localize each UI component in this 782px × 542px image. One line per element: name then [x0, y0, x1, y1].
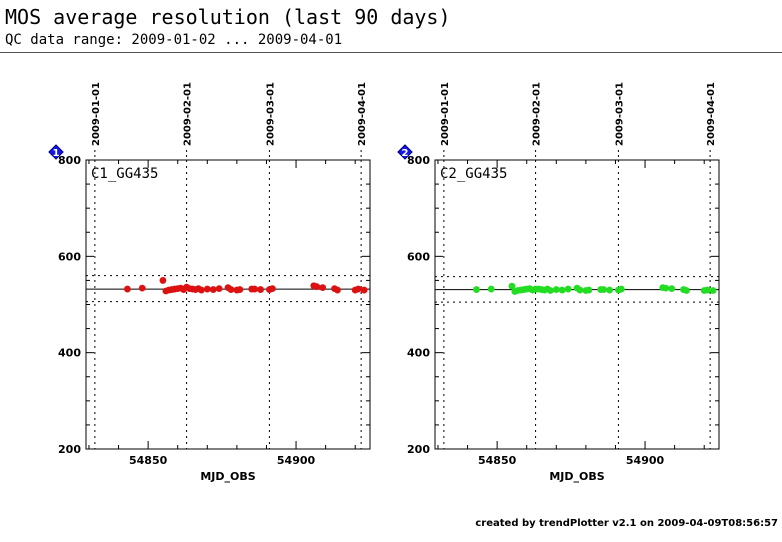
x-tick-label: 54850	[129, 454, 168, 467]
date-tick-label: 2009-02-01	[183, 82, 194, 146]
data-point	[576, 286, 584, 294]
x-axis-label: MJD_OBS	[549, 470, 604, 483]
data-point	[227, 286, 235, 293]
data-point	[268, 285, 276, 293]
date-tick-label: 2009-01-01	[91, 82, 102, 146]
data-point	[564, 285, 572, 293]
plot-frame	[85, 159, 371, 450]
data-point	[668, 285, 676, 293]
data-point	[662, 284, 670, 292]
data-point	[473, 286, 480, 293]
date-tick-label: 2009-02-01	[532, 82, 543, 146]
panel-title: C1_GG435	[91, 166, 158, 182]
panel-number-badge	[48, 144, 64, 160]
data-point	[552, 286, 560, 293]
data-point	[606, 286, 613, 294]
y-tick-label: 600	[407, 250, 430, 263]
y-tick-label: 400	[58, 347, 81, 360]
data-point	[197, 286, 205, 294]
data-point	[600, 286, 608, 293]
y-tick-label: 800	[407, 154, 430, 167]
panel-title: C2_GG435	[440, 166, 507, 182]
data-point	[585, 286, 593, 294]
chart-panel-1: 2009-01-01 2009-02-01 2009-03-01 2009-04-01…	[48, 82, 371, 483]
data-point	[360, 286, 368, 294]
data-point	[546, 287, 554, 294]
date-tick-label: 2009-01-01	[440, 82, 451, 146]
y-tick-label: 800	[58, 154, 81, 167]
y-tick-label: 400	[407, 347, 430, 360]
plot-frame	[434, 159, 720, 450]
x-tick-label: 54900	[277, 454, 316, 467]
footer-credit: created by trendPlotter v2.1 on 2009-04-…	[475, 518, 778, 529]
date-tick-label: 2009-04-01	[357, 82, 368, 146]
data-point	[215, 285, 223, 293]
header-divider	[0, 52, 782, 53]
data-point	[257, 286, 264, 293]
data-point	[617, 285, 625, 293]
y-tick-label: 600	[58, 250, 81, 263]
data-point	[354, 285, 362, 293]
data-point	[319, 284, 327, 292]
y-tick-label: 200	[58, 443, 81, 456]
y-tick-label: 200	[407, 443, 430, 456]
x-tick-label: 54900	[626, 454, 665, 467]
data-point	[709, 287, 717, 294]
panel-number-label: 1	[53, 148, 60, 159]
data-point	[508, 282, 516, 290]
data-point	[703, 286, 711, 294]
data-point	[683, 287, 690, 294]
data-point	[124, 285, 131, 293]
page-subtitle: QC data range: 2009-01-02 ... 2009-04-01	[5, 32, 343, 48]
date-tick-label: 2009-03-01	[265, 82, 276, 146]
date-tick-label: 2009-03-01	[614, 82, 625, 146]
data-point	[209, 286, 217, 293]
data-point	[558, 286, 566, 294]
chart-panel-2: 2009-01-01 2009-02-01 2009-03-01 2009-04-01…	[397, 82, 720, 483]
panel-number-badge	[397, 144, 413, 160]
data-point	[203, 285, 211, 293]
panel-number-label: 2	[402, 148, 409, 159]
date-tick-label: 2009-04-01	[706, 82, 717, 146]
data-point	[251, 285, 259, 293]
data-point	[334, 286, 341, 294]
x-axis-label: MJD_OBS	[200, 470, 255, 483]
charts-canvas: 2009-01-01 2009-02-01 2009-03-01 2009-04-01…	[48, 82, 720, 483]
data-point	[313, 283, 321, 291]
data-point	[138, 284, 146, 292]
data-point	[487, 285, 495, 293]
data-point	[236, 286, 244, 293]
data-point	[159, 277, 167, 284]
page-title: MOS average resolution (last 90 days)	[5, 5, 451, 29]
x-tick-label: 54850	[478, 454, 517, 467]
